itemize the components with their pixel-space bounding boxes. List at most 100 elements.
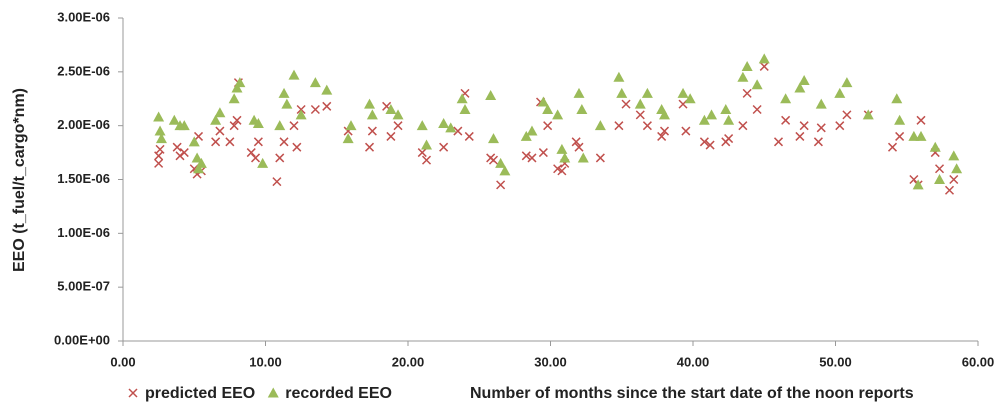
triangle-marker: [780, 93, 792, 104]
x-marker: [322, 101, 332, 111]
x-marker: [246, 148, 256, 158]
x-marker: [799, 121, 809, 131]
triangle-marker: [392, 109, 404, 120]
triangle-marker: [231, 82, 243, 93]
triangle-marker: [155, 133, 167, 144]
x-marker: [642, 121, 652, 131]
triangle-marker: [168, 114, 180, 125]
y-tick-label: 5.00E-07: [57, 279, 110, 294]
triangle-marker: [698, 114, 710, 125]
triangle-marker: [252, 118, 264, 129]
x-marker: [781, 115, 791, 125]
triangle-marker: [321, 84, 333, 95]
triangle-marker: [191, 152, 203, 163]
x-marker: [635, 110, 645, 120]
triangle-marker: [577, 152, 589, 163]
x-tick-label: 40.00: [677, 354, 710, 369]
x-tick-label: 60.00: [962, 354, 995, 369]
x-marker: [949, 174, 959, 185]
triangle-marker: [257, 157, 269, 168]
triangle-marker: [891, 93, 903, 104]
triangle-marker: [634, 98, 646, 109]
x-marker: [813, 137, 823, 147]
x-marker: [816, 123, 826, 133]
x-marker: [289, 121, 299, 131]
triangle-marker: [193, 163, 205, 174]
triangle-marker: [228, 93, 240, 104]
x-marker: [310, 104, 320, 115]
x-marker: [795, 131, 805, 141]
y-tick-label: 3.00E-06: [57, 9, 110, 24]
triangle-marker: [841, 77, 853, 88]
triangle-marker: [862, 109, 874, 120]
triangle-marker: [576, 104, 588, 115]
triangle-marker: [526, 125, 538, 136]
x-marker: [887, 142, 898, 152]
triangle-marker: [345, 120, 357, 131]
triangle-marker: [421, 139, 433, 150]
x-marker: [386, 131, 396, 141]
triangle-marker: [834, 87, 846, 98]
triangle-marker: [214, 107, 226, 118]
x-marker: [773, 137, 784, 147]
x-marker: [496, 180, 506, 190]
triangle-marker: [951, 163, 963, 174]
x-marker: [364, 142, 375, 152]
x-marker: [916, 115, 926, 125]
x-marker: [571, 137, 581, 147]
x-marker: [738, 121, 748, 131]
triangle-marker: [659, 109, 670, 120]
x-marker: [681, 126, 691, 136]
triangle-marker: [385, 104, 397, 115]
x-marker: [527, 153, 537, 163]
triangle-marker: [153, 111, 165, 122]
triangle-marker: [309, 77, 321, 88]
x-marker: [272, 177, 282, 187]
x-marker: [211, 137, 221, 147]
x-marker: [699, 137, 709, 147]
triangle-marker: [366, 109, 378, 120]
triangle-marker: [613, 71, 625, 82]
x-marker: [215, 126, 225, 136]
x-marker: [453, 126, 463, 136]
triangle-marker: [274, 120, 286, 131]
x-marker: [225, 137, 235, 147]
triangle-marker: [178, 120, 190, 131]
x-marker: [895, 131, 905, 141]
triangle-marker: [798, 74, 810, 85]
y-tick-label: 0.00E+00: [54, 332, 110, 347]
triangle-marker: [929, 141, 941, 152]
x-tick-label: 20.00: [392, 354, 425, 369]
x-marker: [835, 121, 845, 131]
triangle-marker: [737, 71, 749, 82]
x-marker: [367, 126, 377, 136]
triangle-marker: [684, 93, 696, 104]
x-marker: [724, 134, 734, 144]
x-marker: [752, 104, 762, 115]
x-marker: [759, 61, 769, 71]
triangle-marker: [908, 130, 920, 141]
y-axis-title: EEO (t_fuel/t_cargo*nm): [11, 88, 28, 272]
triangle-marker: [195, 157, 207, 168]
legend-label: predicted EEO: [145, 385, 255, 402]
triangle-marker: [915, 130, 927, 141]
x-marker: [574, 142, 584, 152]
x-marker: [521, 151, 531, 161]
triangle-marker: [641, 87, 653, 98]
x-tick-label: 10.00: [249, 354, 282, 369]
triangle-marker: [416, 120, 428, 131]
triangle-marker: [794, 82, 806, 93]
x-marker: [250, 153, 261, 163]
triangle-marker: [552, 109, 564, 120]
triangle-marker: [520, 130, 532, 141]
triangle-marker: [499, 165, 511, 176]
x-marker: [557, 166, 567, 176]
x-marker: [909, 174, 919, 185]
triangle-marker: [758, 53, 770, 64]
triangle-marker: [720, 104, 732, 115]
triangle-marker: [188, 136, 200, 147]
triangle-marker: [741, 60, 753, 71]
triangle-marker: [295, 109, 307, 120]
x-marker: [154, 158, 164, 168]
